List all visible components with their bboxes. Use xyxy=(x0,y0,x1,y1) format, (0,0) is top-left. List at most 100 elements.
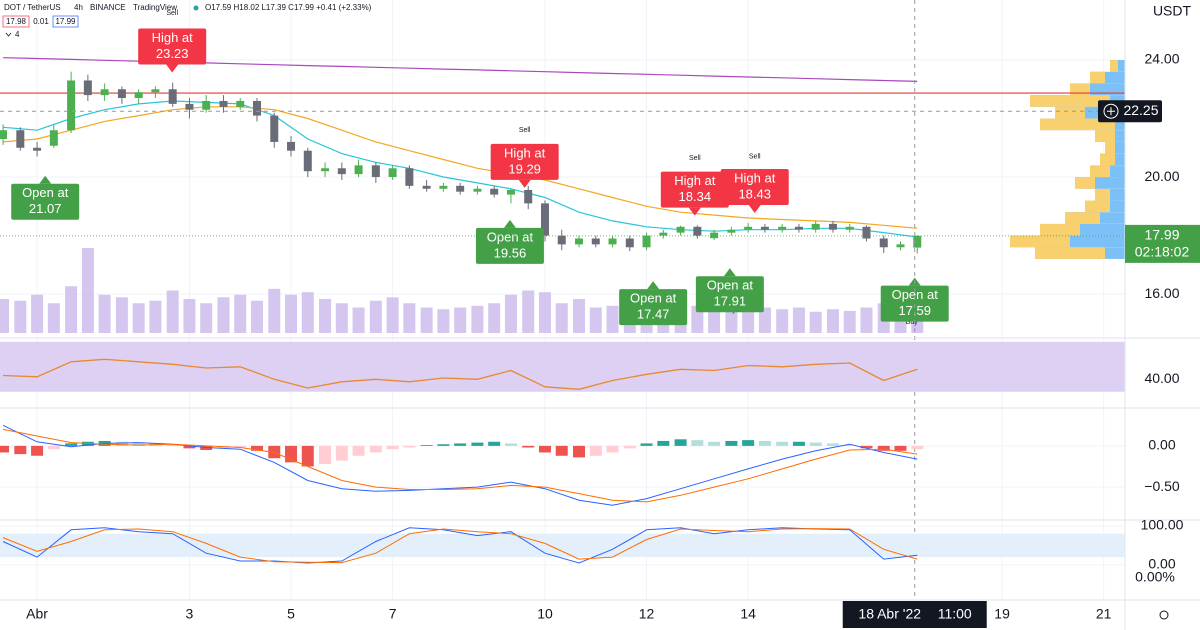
profile-total xyxy=(1075,177,1125,189)
macd-histogram-bar xyxy=(589,445,602,456)
volume-bar xyxy=(758,307,771,333)
candle-body xyxy=(388,168,397,178)
macd-histogram-bar xyxy=(437,444,450,446)
annotation-box xyxy=(11,183,80,220)
header: DOT / TetherUS 4h BINANCE TradingView O1… xyxy=(2,3,1192,39)
volume-bar xyxy=(708,309,721,333)
last-price: 17.99 xyxy=(1144,227,1179,243)
macd-histogram-bar xyxy=(792,441,805,446)
stoch-d-line xyxy=(2,528,918,564)
volume-bar xyxy=(369,300,382,333)
collapse-caret[interactable] xyxy=(5,32,12,37)
stoch-band xyxy=(0,533,1125,558)
candle-body xyxy=(185,103,194,110)
macd-histogram-bar xyxy=(657,440,670,446)
volume-bar xyxy=(504,294,517,333)
x-tick-label: 7 xyxy=(389,606,397,622)
y-tick-label: 16.00 xyxy=(1144,285,1179,301)
crosshair-add-icon[interactable] xyxy=(1103,103,1119,119)
signal-label: Sell xyxy=(166,10,178,17)
annotation-box xyxy=(619,289,688,326)
profile-up xyxy=(1030,95,1110,107)
status-dot xyxy=(193,5,199,11)
candle-body xyxy=(744,226,753,230)
volume-bar xyxy=(522,290,535,333)
crosshair-time: 11:00 xyxy=(938,606,972,622)
candle-body xyxy=(845,226,854,230)
annotation-pointer xyxy=(647,281,660,290)
ask[interactable]: 17.99 xyxy=(55,17,76,26)
settings-icon[interactable] xyxy=(1159,610,1169,620)
volume-bar xyxy=(0,299,10,333)
axis-note: 0.00% xyxy=(1135,569,1175,585)
profile-total xyxy=(1070,83,1125,96)
annotation-text: Open at xyxy=(892,287,939,302)
volume-bar xyxy=(47,303,60,333)
volume-bar xyxy=(538,292,551,333)
volume-bar xyxy=(776,309,789,333)
macd-histogram-bar xyxy=(623,445,636,449)
profile-up xyxy=(1100,153,1115,166)
macd-histogram-bar xyxy=(555,445,568,456)
macd-histogram-bar xyxy=(369,445,382,453)
symbol: DOT / TetherUS xyxy=(4,3,61,12)
crosshair-add-plus xyxy=(1107,107,1115,116)
x-tick-label: 19 xyxy=(994,606,1010,622)
volume-bar xyxy=(301,292,314,333)
annotation-value: 17.47 xyxy=(637,307,670,322)
y-tick-label: −0.50 xyxy=(1144,478,1180,494)
crosshair-price-badge xyxy=(1098,100,1162,123)
annotation-pointer xyxy=(166,64,179,73)
macd-histogram-bar xyxy=(488,441,501,446)
x-tick-label: 14 xyxy=(740,606,756,622)
macd-histogram-bar xyxy=(335,445,348,461)
profile-up xyxy=(1040,223,1080,236)
moving-average xyxy=(2,106,918,229)
profile-up xyxy=(1065,212,1100,224)
bid[interactable]: 17.98 xyxy=(6,17,27,26)
plot-layer: SellSellSellSellBuyBuyBuyOpen at21.07Hig… xyxy=(0,0,1125,600)
profile-up xyxy=(1085,200,1110,213)
candle-body xyxy=(693,226,702,236)
candle-body xyxy=(591,238,600,245)
candle-body xyxy=(117,89,126,99)
x-tick-label: Abr xyxy=(26,606,48,622)
candle-body xyxy=(540,203,549,236)
y-tick-label: 0.00 xyxy=(1148,437,1175,453)
annotation-text: Open at xyxy=(707,278,754,293)
macd-histogram-bar xyxy=(691,440,704,446)
annotation-text: High at xyxy=(152,30,194,45)
macd-histogram-bar xyxy=(386,445,399,450)
bid-box[interactable] xyxy=(2,15,30,28)
candle-body xyxy=(321,168,330,172)
currency: USDT xyxy=(1153,3,1192,19)
candle-body xyxy=(439,185,448,189)
candle-body xyxy=(354,165,363,175)
volume-bar xyxy=(319,299,332,333)
annotation-value: 23.23 xyxy=(156,46,189,61)
volume-bar xyxy=(183,299,196,333)
volume-bar xyxy=(843,310,856,333)
volume-bar xyxy=(691,305,704,333)
ask-box[interactable] xyxy=(52,15,79,28)
macd-histogram-bar xyxy=(132,442,145,446)
volume-bar xyxy=(98,294,111,333)
candle-body xyxy=(862,226,871,239)
candle-body xyxy=(456,185,465,192)
countdown: 02:18:02 xyxy=(1135,244,1190,260)
candle-body xyxy=(405,168,414,186)
volume-bar xyxy=(217,297,230,333)
profile-total xyxy=(1040,223,1125,236)
candle-body xyxy=(642,235,651,248)
candle-body xyxy=(524,189,533,204)
candle-body xyxy=(727,229,736,233)
candle-body xyxy=(33,147,42,151)
candle-body xyxy=(219,100,228,107)
y-tick-label: 24.00 xyxy=(1144,51,1179,67)
y-tick-label: 20.00 xyxy=(1144,168,1179,184)
annotation-value: 17.59 xyxy=(898,303,931,318)
annotation-value: 19.29 xyxy=(508,161,541,176)
exchange: BINANCE xyxy=(90,3,126,12)
crosshair-price: 22.25 xyxy=(1123,102,1158,118)
